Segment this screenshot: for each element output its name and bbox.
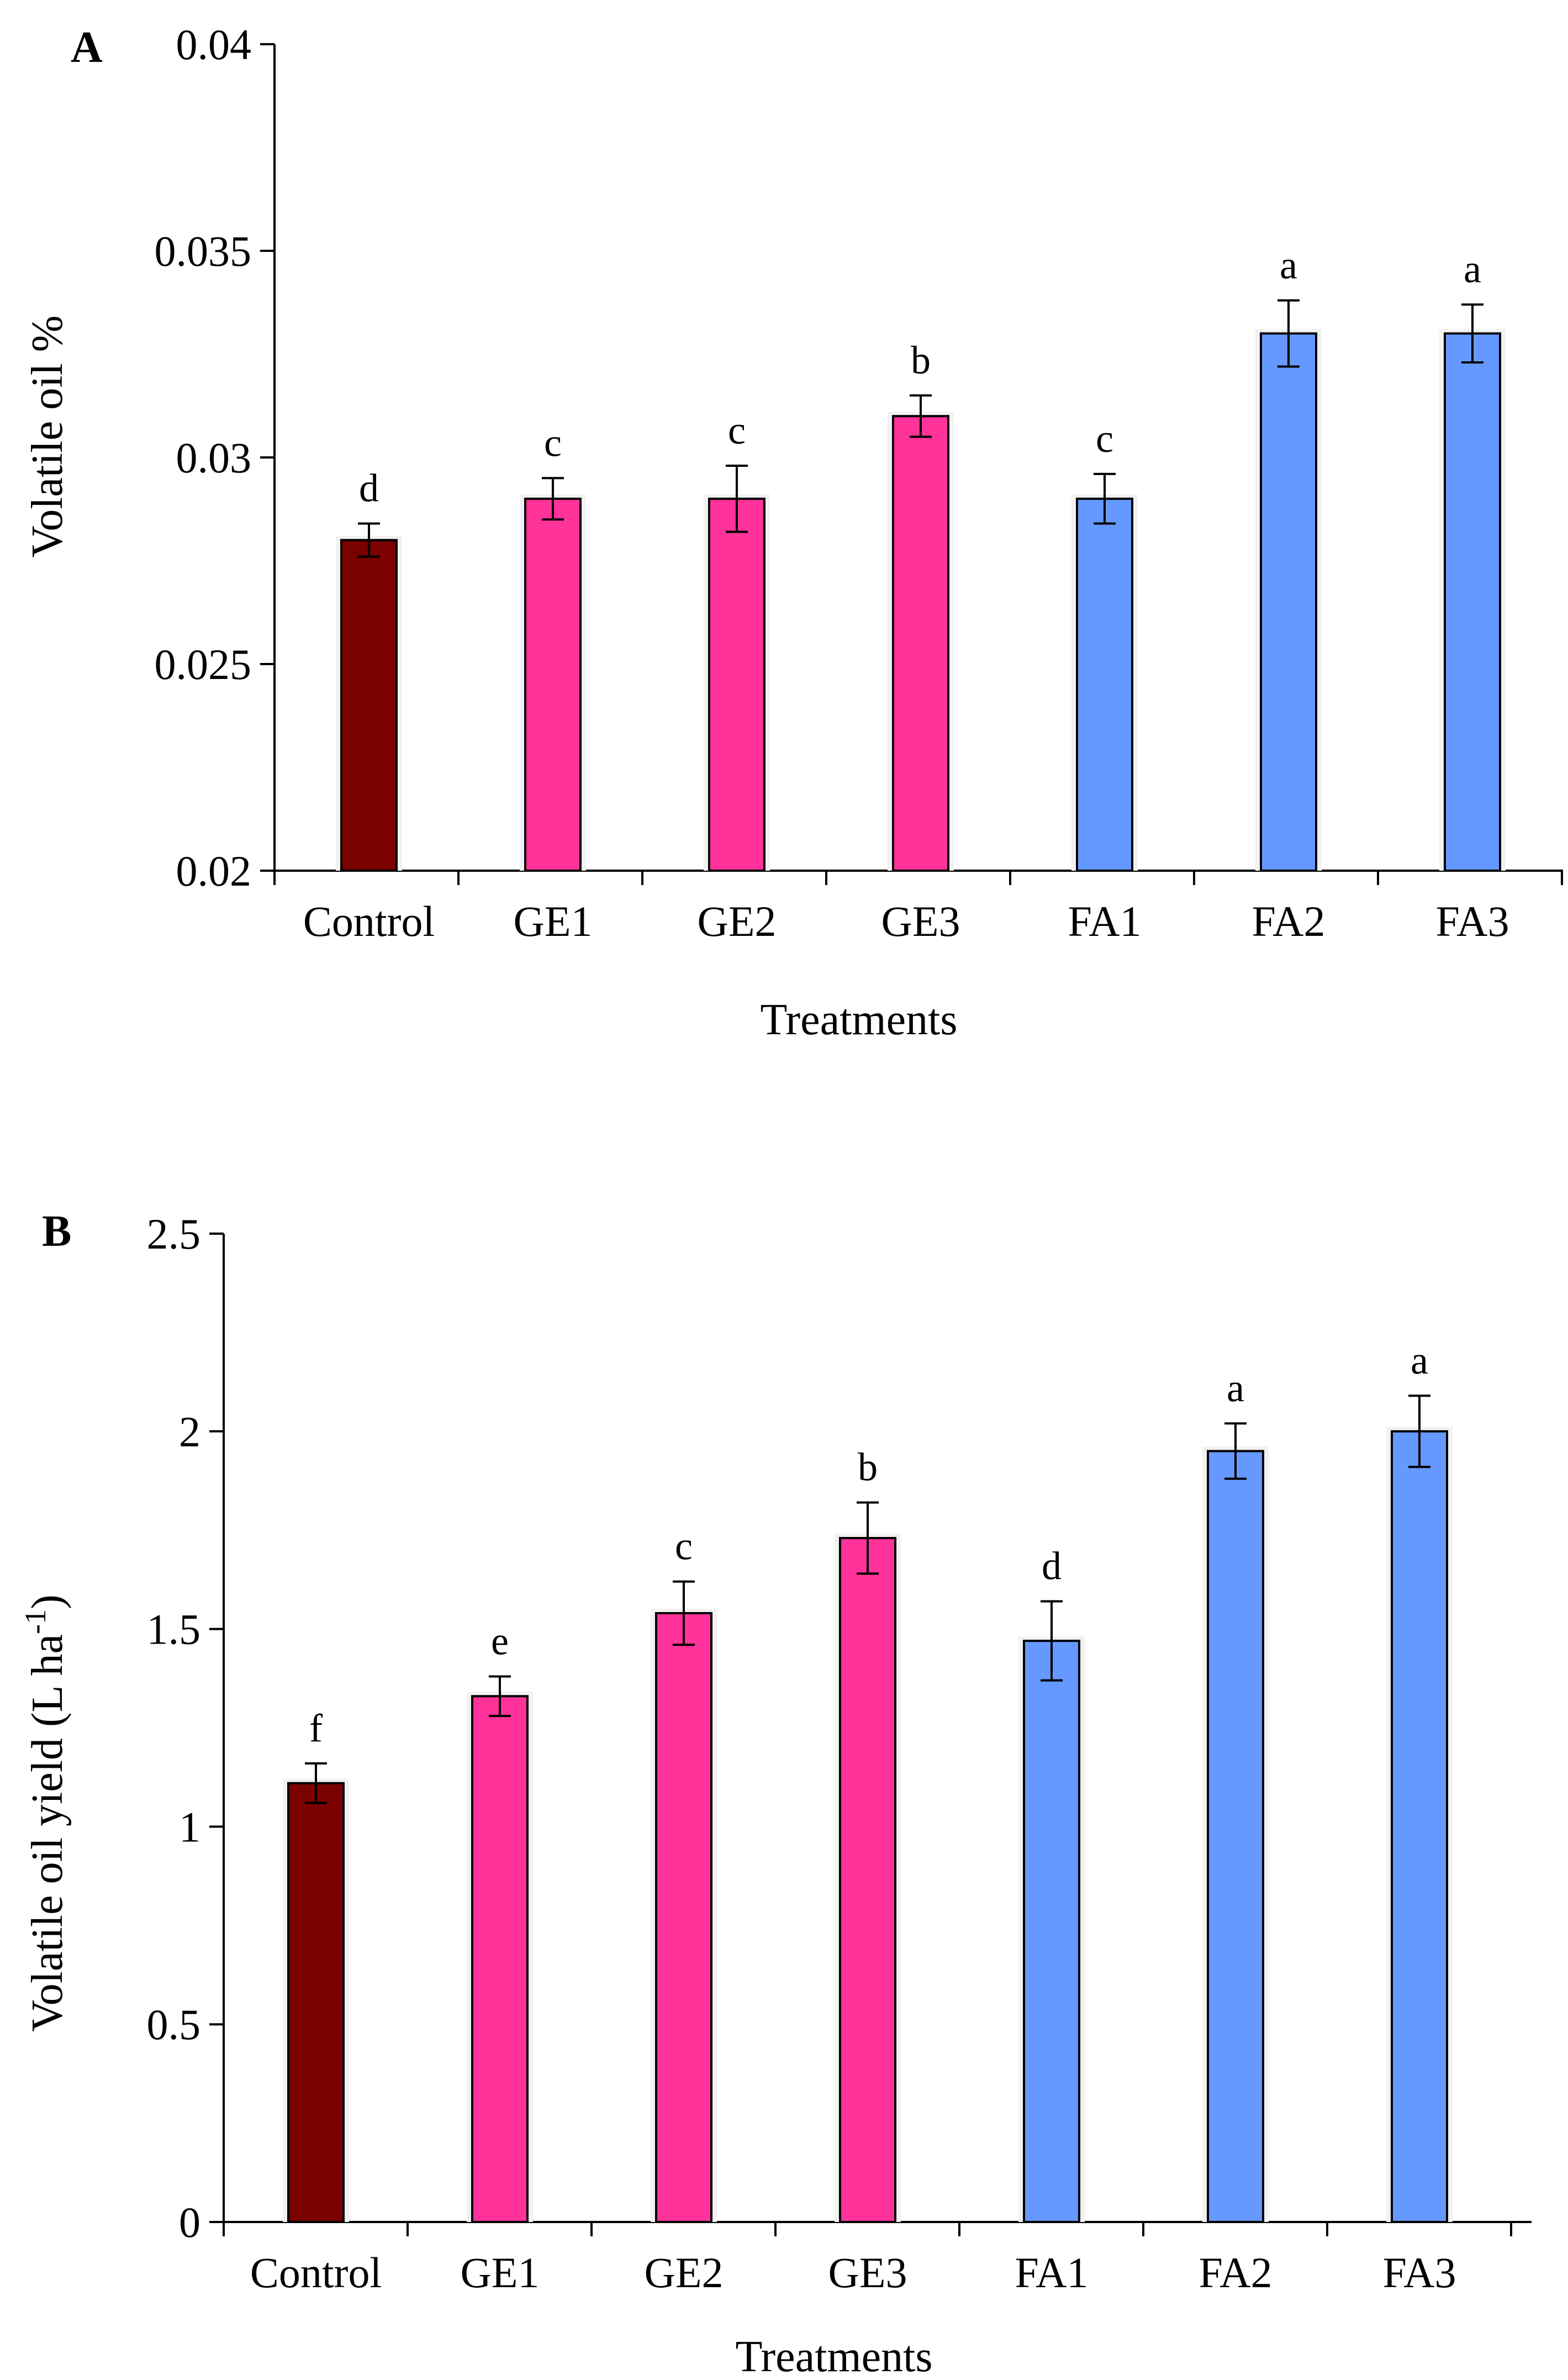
significance-letter: c: [728, 408, 746, 452]
x-tick-label: FA3: [1436, 897, 1509, 945]
y-tick-label: 0.5: [147, 2000, 201, 2049]
bar-ge3: [839, 1537, 896, 2223]
bar-fa1: [1023, 1640, 1080, 2224]
panel-a-error-bars: [358, 299, 1483, 558]
panel-a-y-tick-labels: 0.02 0.025 0.03 0.035 0.04: [155, 20, 252, 895]
panel-b-significance-letters: f e c b d a a: [309, 1338, 1428, 1750]
y-tick-label: 0.03: [176, 434, 252, 482]
x-tick-label: FA2: [1252, 897, 1326, 945]
panel-a-label: A: [71, 23, 103, 72]
panel-b-bars: [283, 1426, 1453, 2224]
panel-b-label: B: [42, 1207, 71, 1256]
y-tick-label: 2: [179, 1408, 200, 1456]
bar-control: [287, 1782, 345, 2224]
y-tick-label: 0.025: [155, 640, 252, 688]
significance-letter: d: [359, 466, 379, 510]
bar-ge1: [471, 1695, 529, 2223]
significance-letter: a: [1464, 247, 1481, 291]
bar-ge1: [524, 497, 582, 872]
x-tick-label: Control: [250, 2249, 382, 2297]
significance-letter: b: [858, 1445, 878, 1489]
x-tick-label: GE1: [514, 897, 593, 945]
panel-b-y-axis-title-superscript: -1: [19, 1609, 52, 1634]
panel-b-x-axis-title: Treatments: [735, 2332, 932, 2380]
y-tick-label: 0.035: [155, 227, 252, 275]
bar-control: [340, 539, 398, 872]
panel-a-bars: [336, 329, 1506, 872]
x-tick-label: FA2: [1199, 2249, 1273, 2297]
y-tick-label: 1: [179, 1803, 200, 1851]
panel-a-x-axis-title: Treatments: [760, 996, 957, 1044]
y-tick-label: 0: [179, 2198, 200, 2246]
y-tick-label: 1.5: [147, 1605, 201, 1654]
y-tick-label: 2.5: [147, 1210, 201, 1258]
panel-b-bar-chart: B Volatile oil yield (L ha-1) Treatments…: [19, 1207, 1532, 2380]
panel-b-y-axis-title-main: Volatile oil yield (L ha: [23, 1634, 72, 2032]
panel-a-bar-chart: A Volatile oil % Treatments d c c b c a a 0.02…: [23, 20, 1563, 1044]
significance-letter: d: [1042, 1544, 1062, 1588]
significance-letter: c: [1096, 417, 1113, 461]
panel-b-x-tick-labels: Control GE1 GE2 GE3 FA1 FA2 FA3: [250, 2249, 1456, 2297]
panel-a-significance-letters: d c c b c a a: [359, 243, 1481, 510]
x-tick-label: GE3: [881, 897, 960, 945]
bar-fa1: [1076, 497, 1133, 872]
panel-a-axes: [260, 43, 1563, 885]
x-tick-label: GE1: [461, 2249, 540, 2297]
bar-fa2: [1260, 332, 1317, 872]
panel-b-y-axis-title: Volatile oil yield (L ha-1): [19, 1594, 72, 2031]
bar-ge3: [892, 415, 949, 872]
significance-letter: f: [309, 1706, 323, 1750]
significance-letter: c: [675, 1524, 693, 1568]
x-tick-label: FA1: [1068, 897, 1142, 945]
panel-b-y-axis-title-suffix: ): [23, 1594, 72, 1609]
x-tick-label: GE2: [698, 897, 777, 945]
bar-fa3: [1444, 332, 1501, 872]
significance-letter: a: [1411, 1338, 1428, 1382]
bar-fa2: [1207, 1450, 1264, 2224]
y-tick-label: 0.02: [176, 847, 252, 895]
significance-letter: a: [1227, 1366, 1244, 1410]
bar-fa3: [1391, 1430, 1448, 2223]
x-tick-label: FA3: [1383, 2249, 1456, 2297]
panel-a-x-tick-labels: Control GE1 GE2 GE3 FA1 FA2 FA3: [303, 897, 1509, 945]
bar-ge2: [655, 1612, 712, 2224]
y-tick-label: 0.04: [176, 20, 252, 69]
significance-letter: a: [1280, 243, 1297, 287]
x-tick-label: GE2: [645, 2249, 724, 2297]
panel-a-y-axis-title: Volatile oil %: [23, 315, 72, 557]
panel-b-y-tick-labels: 0 0.5 1 1.5 2 2.5: [147, 1210, 201, 2246]
x-tick-label: FA1: [1015, 2249, 1089, 2297]
significance-letter: c: [544, 420, 562, 465]
significance-letter: e: [491, 1619, 509, 1663]
bar-ge2: [708, 497, 765, 872]
x-tick-label: Control: [303, 897, 435, 945]
significance-letter: b: [911, 338, 931, 382]
x-tick-label: GE3: [828, 2249, 907, 2297]
panel-b-error-bars: [305, 1394, 1430, 1804]
